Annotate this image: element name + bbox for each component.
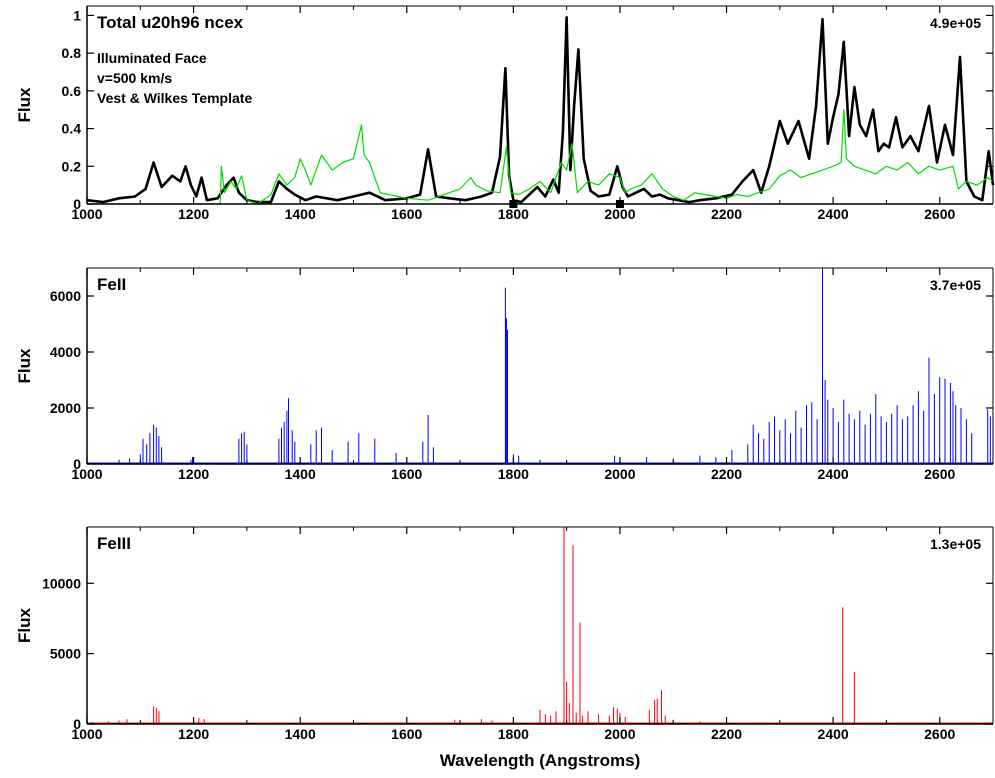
total-annotation: Vest & Wilkes Template bbox=[97, 90, 252, 106]
feiii-xtick-label: 1200 bbox=[178, 726, 209, 742]
feiii-ytick-label: 10000 bbox=[42, 575, 81, 591]
total-series-0 bbox=[86, 16, 995, 204]
feiii-xtick-label: 1400 bbox=[285, 726, 316, 742]
feii-ytick-label: 4000 bbox=[50, 344, 81, 360]
total-xtick-label: 2000 bbox=[604, 206, 635, 222]
total-ytick-label: 0 bbox=[73, 196, 81, 212]
feiii-x-label: Wavelength (Angstroms) bbox=[440, 751, 641, 770]
feii-ytick-label: 0 bbox=[73, 456, 81, 472]
total-annotation: v=500 km/s bbox=[97, 70, 172, 86]
total-xtick-label: 1800 bbox=[498, 206, 529, 222]
total-ytick-label: 0.6 bbox=[62, 83, 82, 99]
feiii-ytick-label: 0 bbox=[73, 716, 81, 732]
feiii-series-0 bbox=[87, 527, 993, 724]
feii-xtick-label: 1200 bbox=[178, 466, 209, 482]
feii-xtick-label: 2000 bbox=[604, 466, 635, 482]
feii-xtick-label: 2400 bbox=[818, 466, 849, 482]
total-ytick-label: 1 bbox=[73, 7, 81, 23]
total-marker bbox=[615, 200, 624, 208]
feii-title: FeII bbox=[97, 275, 126, 294]
total-marker bbox=[509, 200, 518, 208]
feiii-xtick-label: 1600 bbox=[391, 726, 422, 742]
total-scale-label: 4.9e+05 bbox=[930, 15, 981, 31]
feiii-xtick-label: 1800 bbox=[498, 726, 529, 742]
total-xtick-label: 1200 bbox=[178, 206, 209, 222]
feii-xtick-label: 2600 bbox=[924, 466, 955, 482]
feiii-xtick-label: 2200 bbox=[711, 726, 742, 742]
feii-xtick-label: 2200 bbox=[711, 466, 742, 482]
feiii-xtick-label: 2600 bbox=[924, 726, 955, 742]
total-series-1 bbox=[87, 109, 994, 205]
feiii-xtick-label: 1000 bbox=[71, 726, 102, 742]
total-xtick-label: 1400 bbox=[285, 206, 316, 222]
feii-ytick-label: 6000 bbox=[50, 288, 81, 304]
feii-y-label: Flux bbox=[15, 348, 34, 383]
total-xtick-label: 2400 bbox=[818, 206, 849, 222]
feiii-ytick-label: 5000 bbox=[50, 646, 81, 662]
feiii-xtick-label: 2000 bbox=[604, 726, 635, 742]
total-xtick-label: 2200 bbox=[711, 206, 742, 222]
feii-series-0 bbox=[87, 268, 993, 464]
total-ytick-label: 0.4 bbox=[62, 121, 82, 137]
total-xtick-label: 1000 bbox=[71, 206, 102, 222]
total-xtick-label: 2600 bbox=[924, 206, 955, 222]
feii-xtick-label: 1000 bbox=[71, 466, 102, 482]
feii-ytick-label: 2000 bbox=[50, 400, 81, 416]
feiii-title: FeIII bbox=[97, 534, 131, 553]
feii-panel: 1000 1200 1400 1600 1800 2000 2200 2400 2600 0 200… bbox=[15, 267, 994, 482]
total-title: Total u20h96 ncex bbox=[97, 13, 244, 32]
feii-xtick-label: 1600 bbox=[391, 466, 422, 482]
total-annotation: Illuminated Face bbox=[97, 50, 207, 66]
feii-xtick-label: 1800 bbox=[498, 466, 529, 482]
total-xtick-label: 1600 bbox=[391, 206, 422, 222]
total-panel: 1000 1200 1400 1600 1800 2000 2200 2400 2600 0 0.2… bbox=[15, 5, 995, 222]
feii-xtick-label: 1400 bbox=[285, 466, 316, 482]
feiii-y-label: Flux bbox=[15, 607, 34, 642]
total-ytick-label: 0.8 bbox=[62, 45, 82, 61]
feiii-panel: 1000 1200 1400 1600 1800 2000 2200 2400 2600 0 500… bbox=[15, 526, 994, 770]
total-y-label: Flux bbox=[15, 87, 34, 122]
feii-scale-label: 3.7e+05 bbox=[930, 277, 981, 293]
total-ytick-label: 0.2 bbox=[62, 158, 82, 174]
feiii-scale-label: 1.3e+05 bbox=[930, 536, 981, 552]
feiii-xtick-label: 2400 bbox=[818, 726, 849, 742]
